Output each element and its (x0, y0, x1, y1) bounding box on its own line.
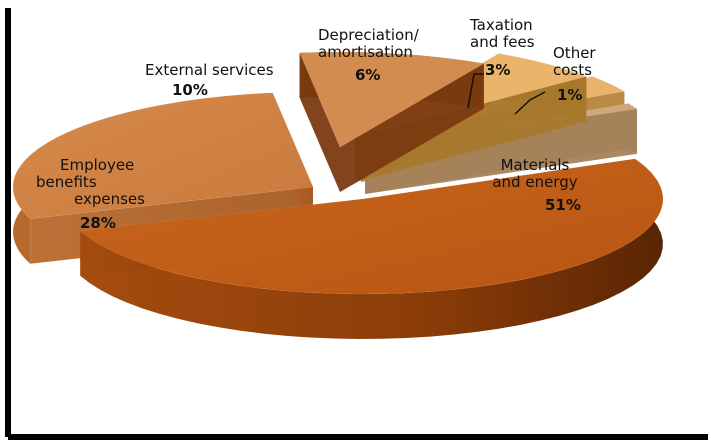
slice-label-taxation-and-fees: Taxation (469, 16, 533, 34)
slice-label-materials-and-energy: Materials (501, 156, 570, 174)
pie-slice-external-services (299, 51, 485, 192)
slice-percent-taxation-and-fees: 3% (485, 61, 510, 79)
slice-label-employee-benefits-expenses: benefits (36, 173, 97, 191)
slice-label-employee-benefits-expenses: expenses (74, 190, 145, 208)
slice-percent-external-services: 10% (172, 81, 208, 99)
pie-slice-materials-and-energy (79, 158, 664, 339)
slice-label-other-costs: Other (553, 44, 596, 62)
slice-percent-other-costs: 1% (557, 86, 582, 104)
slice-percent-materials-and-energy: 51% (545, 196, 581, 214)
slice-percent-employee-benefits-expenses: 28% (80, 214, 116, 232)
slice-label-depreciation-amortisation: Depreciation/ (318, 26, 420, 44)
leader-line-taxation (467, 73, 484, 109)
slice-label-depreciation-amortisation: amortisation (318, 43, 413, 61)
slice-label-employee-benefits-expenses: Employee (60, 156, 134, 174)
leader-line-other-costs (514, 91, 546, 115)
slice-label-other-costs: costs (553, 61, 592, 79)
slice-percent-depreciation-amortisation: 6% (355, 66, 380, 84)
slice-label-external-services: External services (145, 61, 274, 79)
slice-label-taxation-and-fees: and fees (470, 33, 535, 51)
slice-label-materials-and-energy: and energy (492, 173, 577, 191)
